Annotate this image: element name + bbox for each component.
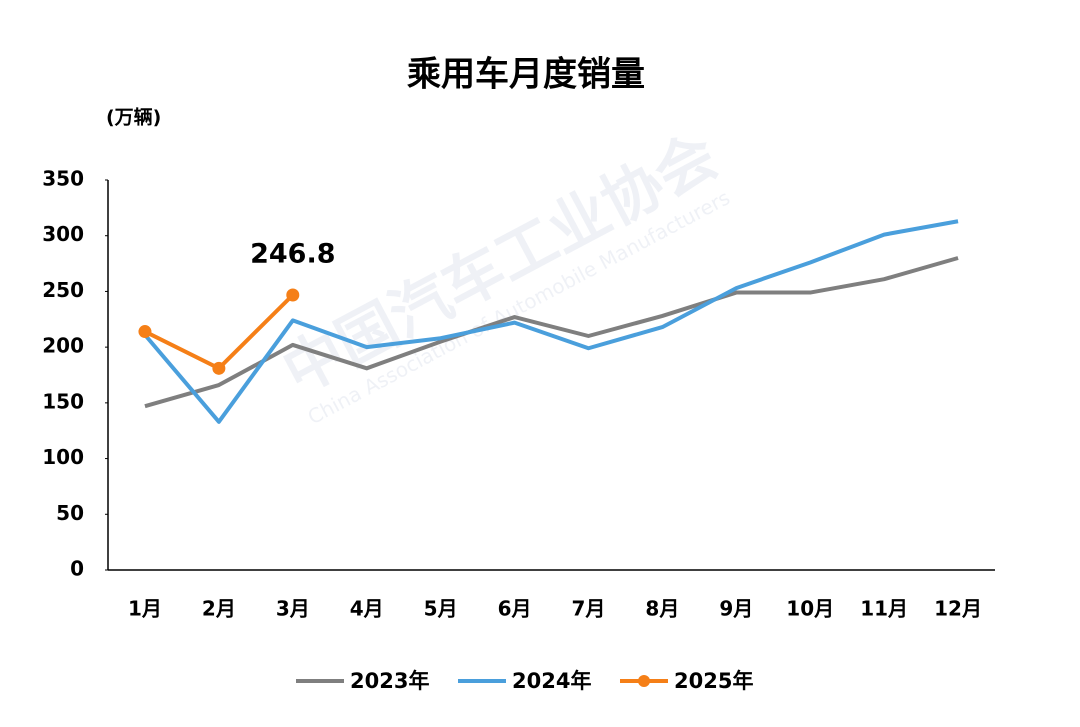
x-tick-label: 4月 xyxy=(350,597,384,621)
legend-label: 2023年 xyxy=(350,669,429,693)
x-tick-label: 11月 xyxy=(860,597,908,621)
point xyxy=(138,325,152,339)
x-tick-label: 12月 xyxy=(934,597,982,621)
x-tick-label: 9月 xyxy=(719,597,753,621)
legend-item: 2025年 xyxy=(620,669,753,693)
chart-title: 乘用车月度销量 xyxy=(407,55,645,95)
x-tick-label: 3月 xyxy=(276,597,310,621)
legend-item: 2023年 xyxy=(296,669,429,693)
legend-label: 2024年 xyxy=(512,669,591,693)
x-tick-label: 5月 xyxy=(424,597,458,621)
x-tick-label: 7月 xyxy=(571,597,605,621)
y-tick-label: 150 xyxy=(42,389,84,413)
legend-item: 2024年 xyxy=(458,669,591,693)
y-tick-label: 250 xyxy=(42,278,84,302)
x-tick-label: 2月 xyxy=(202,597,236,621)
x-tick-label: 10月 xyxy=(786,597,834,621)
x-tick-label: 1月 xyxy=(128,597,162,621)
y-tick-label: 0 xyxy=(70,557,84,581)
y-tick-label: 100 xyxy=(42,445,84,469)
y-tick-label: 50 xyxy=(56,501,84,525)
series-line xyxy=(143,219,959,424)
watermark: 中国汽车工业协会 China Association of Automobile… xyxy=(272,121,734,430)
y-tick-label: 350 xyxy=(42,167,84,191)
x-tick-label: 8月 xyxy=(645,597,679,621)
y-tick-label: 200 xyxy=(42,334,84,358)
series-line xyxy=(144,256,959,409)
legend-marker xyxy=(638,675,650,687)
y-axis-label: (万辆) xyxy=(106,106,161,129)
data-label: 246.8 xyxy=(250,238,335,269)
watermark-text: 中国汽车工业协会 xyxy=(272,121,729,408)
legend-label: 2025年 xyxy=(674,669,753,693)
point xyxy=(286,288,300,302)
y-tick-label: 300 xyxy=(42,222,84,246)
point xyxy=(212,361,226,375)
x-tick-label: 6月 xyxy=(498,597,532,621)
